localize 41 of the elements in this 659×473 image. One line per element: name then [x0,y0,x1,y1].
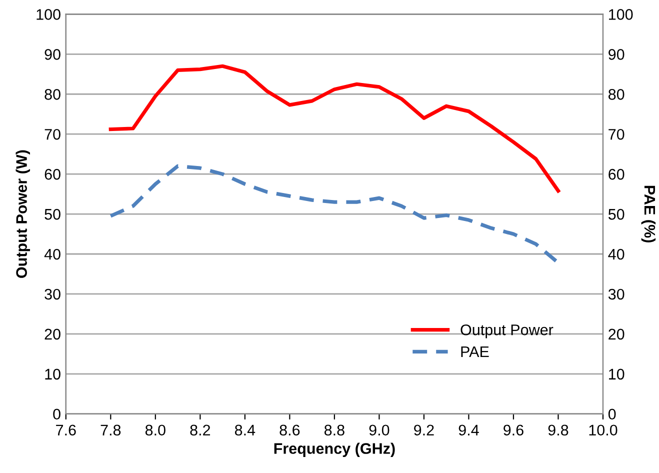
y-axis-title: Output Power (W) [16,150,30,278]
x-tick-label: 8.6 [280,424,300,436]
x-tick-label: 8.0 [145,424,166,436]
x-tick-label: 7.6 [56,424,76,436]
y-tick-label: 20 [44,328,60,340]
y-tick-label: 80 [44,88,60,100]
y2-axis-title: PAE (%) [641,186,656,242]
y2-tick-label: 60 [608,168,624,180]
x-tick-label: 8.4 [234,424,256,436]
y-tick-label: 60 [44,168,60,180]
legend-label: PAE [461,346,489,357]
y-tick-label: 70 [44,128,60,140]
x-tick-label: 10.0 [589,424,618,436]
x-tick-label: 8.2 [190,424,210,436]
y-tick-label: 90 [44,49,60,60]
x-tick-label: 9.4 [458,424,479,436]
x-axis-title: Frequency (GHz) [274,442,395,457]
x-tick-label: 9.6 [504,424,524,436]
x-tick-label: 7.8 [100,424,121,436]
y2-tick-label: 10 [609,368,624,380]
y2-tick-label: 30 [608,288,624,300]
x-tick-label: 8.8 [324,424,344,436]
y2-tick-label: 90 [608,49,624,60]
y-tick-label: 10 [45,368,60,380]
y-tick-label: 100 [36,9,60,20]
y2-tick-label: 40 [608,248,624,260]
y2-tick-label: 20 [608,328,624,340]
x-tick-label: 9.0 [369,424,390,436]
y2-tick-label: 70 [608,128,624,140]
y2-tick-label: 100 [609,9,633,20]
y2-tick-label: 50 [608,208,624,220]
y-tick-label: 30 [44,288,60,300]
y-tick-label: 50 [44,208,60,220]
line-series [108,64,560,193]
y2-tick-label: 0 [608,408,616,420]
y2-tick-label: 80 [608,88,624,100]
x-tick-label: 9.2 [414,424,434,436]
y-tick-label: 0 [53,408,60,420]
y-tick-label: 40 [44,248,60,260]
x-tick-label: 9.8 [548,424,568,436]
legend-label: Output Power [460,324,554,338]
